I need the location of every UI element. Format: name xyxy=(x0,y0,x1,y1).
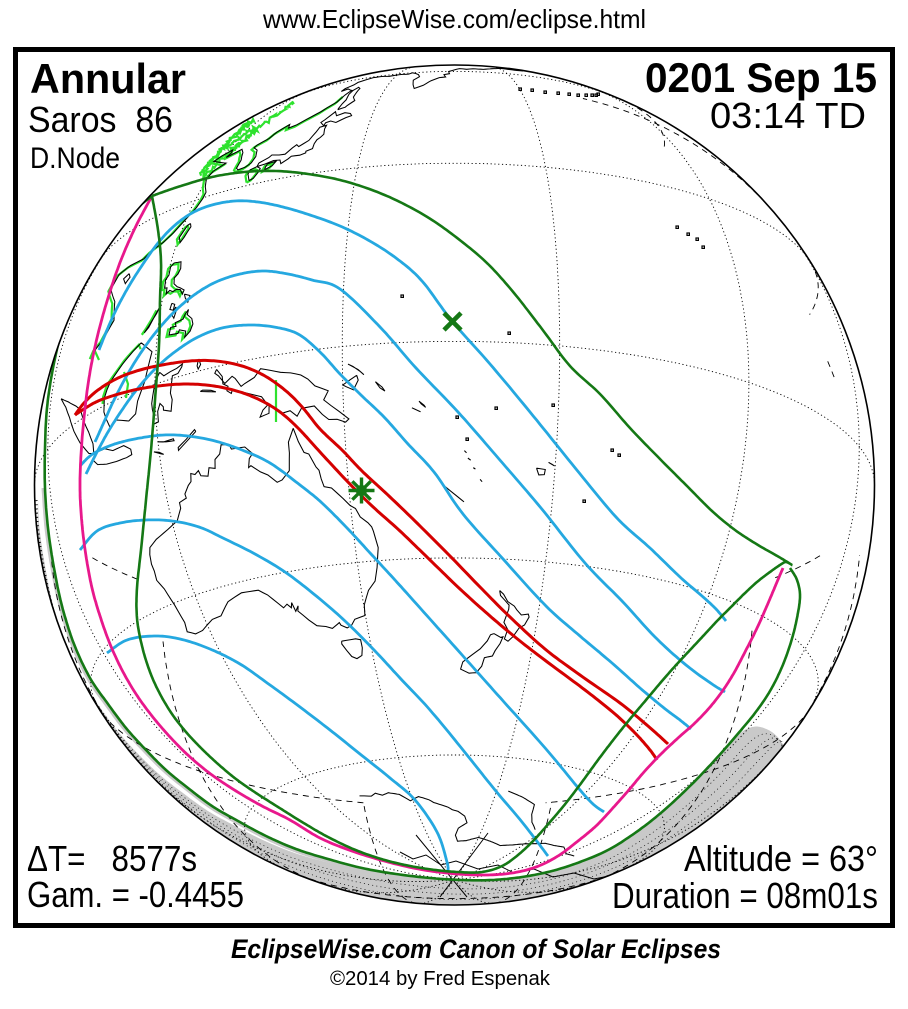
svg-text:0201 Sep 15: 0201 Sep 15 xyxy=(645,54,877,101)
svg-text:EclipseWise.com Canon of Solar: EclipseWise.com Canon of Solar Eclipses xyxy=(231,934,721,964)
svg-text:www.EclipseWise.com/eclipse.ht: www.EclipseWise.com/eclipse.html xyxy=(262,4,646,34)
svg-text:ΔT= 8577s: ΔT= 8577s xyxy=(27,838,197,879)
svg-text:Gam. = -0.4455: Gam. = -0.4455 xyxy=(27,874,244,915)
svg-text:D.Node: D.Node xyxy=(30,142,120,175)
svg-text:Duration = 08m01s: Duration = 08m01s xyxy=(612,875,878,916)
svg-text:©2014 by Fred Espenak: ©2014 by Fred Espenak xyxy=(330,968,551,990)
svg-text:Saros 86: Saros 86 xyxy=(28,99,173,140)
svg-text:03:14 TD: 03:14 TD xyxy=(710,95,866,136)
svg-text:Altitude = 63°: Altitude = 63° xyxy=(684,838,878,879)
svg-text:Annular: Annular xyxy=(30,55,186,102)
